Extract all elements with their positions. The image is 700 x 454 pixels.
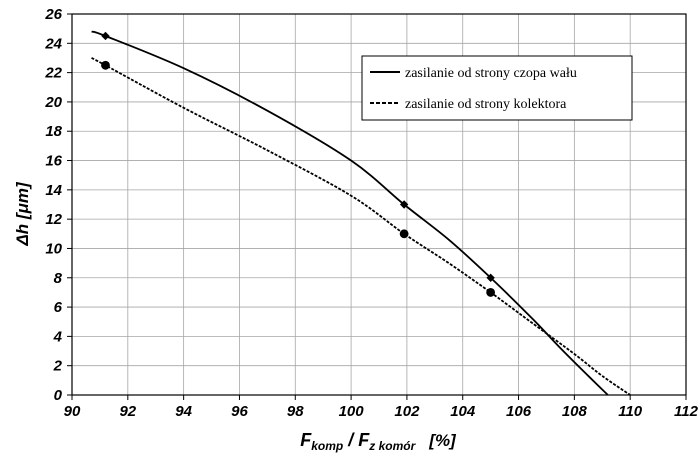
data-point-kolektora [399, 229, 409, 239]
y-tick-label: 8 [54, 270, 63, 287]
x-title-main1: F [300, 430, 312, 450]
x-tick-label: 100 [339, 403, 365, 420]
y-tick-label: 18 [45, 123, 62, 140]
y-tick-label: 4 [53, 328, 63, 345]
y-tick-label: 12 [45, 211, 62, 228]
x-axis-title: Fkomp / Fz komór [%] [300, 430, 457, 453]
y-tick-label: 24 [44, 35, 62, 52]
x-tick-label: 90 [64, 403, 81, 420]
data-point-kolektora [486, 288, 496, 297]
x-axis-tick-labels: 90 92 94 96 98 100 102 104 106 108 110 112 [64, 395, 699, 420]
x-tick-label: 98 [287, 403, 304, 420]
y-tick-label: 14 [45, 182, 62, 199]
x-tick-label: 104 [450, 403, 476, 420]
legend: zasilanie od strony czopa wału zasilanie… [361, 55, 633, 121]
x-tick-label: 94 [175, 403, 192, 420]
y-title-unit: μm [13, 188, 32, 214]
y-title-unit-close: ] [13, 181, 32, 190]
data-point-czopa [101, 31, 110, 41]
x-title-unit: [%] [428, 431, 457, 450]
x-tick-label: 102 [394, 403, 420, 420]
x-title-sub2: z komór [368, 439, 416, 453]
x-tick-label: 108 [562, 403, 588, 420]
y-tick-label: 2 [53, 358, 63, 375]
x-tick-label: 92 [119, 403, 136, 420]
data-point-czopa [486, 273, 495, 282]
series-layer [91, 30, 631, 396]
x-tick-label: 112 [674, 403, 699, 420]
y-axis-title: Δh [μm] [13, 181, 32, 247]
y-tick-label: 20 [44, 94, 62, 111]
y-title-symbol: Δh [13, 224, 32, 247]
x-title-sep: / F [343, 430, 370, 450]
y-title-unit-open: [ [13, 211, 32, 224]
legend-label-czopa: zasilanie od strony czopa wału [405, 66, 577, 81]
y-tick-label: 22 [44, 65, 62, 82]
plot-area-frame [71, 13, 687, 396]
legend-label-kolektora: zasilanie od strony kolektora [405, 97, 567, 112]
legend-box [361, 55, 633, 121]
y-tick-label: 16 [45, 153, 62, 170]
y-tick-label: 10 [45, 240, 62, 257]
series-line-czopa [91, 30, 609, 396]
x-title-sub1: komp [311, 439, 343, 453]
y-tick-label: 6 [54, 299, 63, 316]
data-point-czopa [399, 200, 409, 209]
y-tick-label: 0 [54, 387, 63, 404]
x-tick-label: 106 [506, 403, 532, 420]
data-point-kolektora [101, 60, 110, 70]
y-tick-label: 26 [44, 6, 62, 23]
x-tick-label: 110 [618, 403, 643, 420]
x-tick-label: 96 [231, 403, 248, 420]
